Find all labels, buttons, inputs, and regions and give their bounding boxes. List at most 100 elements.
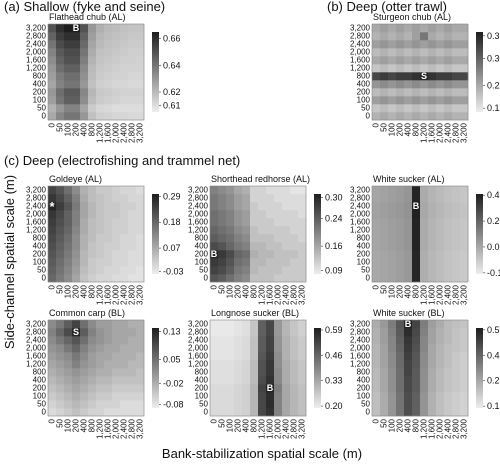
- heatmap-cell: [282, 408, 291, 417]
- heatmap-cell: [88, 32, 97, 41]
- heatmap-cell: [444, 56, 453, 65]
- heatmap-cell: [234, 360, 243, 369]
- heatmap-cell: [96, 72, 105, 81]
- heatmap-cell: [290, 258, 299, 267]
- heatmap-cell: [436, 352, 445, 361]
- heatmap-cell: [48, 320, 57, 329]
- heatmap-cell: [282, 186, 291, 195]
- colorbar: [476, 194, 483, 274]
- heatmap-cell: [120, 250, 129, 259]
- heatmap-cell: [436, 328, 445, 337]
- colorbar: [476, 32, 483, 112]
- heatmap-cell: [396, 376, 405, 385]
- heatmap-cell: [372, 48, 381, 57]
- heatmap-cell: [436, 56, 445, 65]
- heatmap-cell: [452, 376, 461, 385]
- heatmap-cell: [96, 40, 105, 49]
- section-title-c: (c) Deep (electrofishing and trammel net…: [4, 153, 240, 168]
- heatmap-cell: [388, 226, 397, 235]
- heatmap-cell: [234, 210, 243, 219]
- heatmap-cell: [242, 400, 251, 409]
- heatmap-cell: [136, 250, 145, 259]
- heatmap-cell: [210, 250, 219, 259]
- heatmap-cell: [372, 266, 381, 275]
- heatmap-cell: [72, 88, 81, 97]
- heatmap-cell: [234, 258, 243, 267]
- heatmap-cell: [64, 242, 73, 251]
- x-tick-label: 2,400: [444, 122, 453, 143]
- heatmap-cell: [88, 392, 97, 401]
- heatmap-cell: [128, 242, 137, 251]
- y-tick-label: 100: [357, 96, 371, 105]
- colorbar-tick-label: 0.27: [487, 216, 500, 226]
- heatmap-cell: [242, 328, 251, 337]
- x-tick-label: 2,400: [282, 284, 291, 305]
- heatmap-cell: [136, 40, 145, 49]
- heatmap-cell: [242, 258, 251, 267]
- heatmap-cell: [104, 274, 113, 283]
- heatmap-cell: [444, 48, 453, 57]
- heatmap-cell: [404, 80, 413, 89]
- heatmap-cell: [436, 360, 445, 369]
- heatmap-cell: [88, 194, 97, 203]
- heatmap-cell: [218, 234, 227, 243]
- panels-group: Flathead chub (AL)0501002004008001,2001,…: [26, 12, 500, 439]
- heatmap-cell: [64, 368, 73, 377]
- heatmap-cell: [404, 258, 413, 267]
- heatmap-cell: [452, 408, 461, 417]
- heatmap-cell: [404, 104, 413, 113]
- heatmap-cell: [282, 336, 291, 345]
- heatmap-cell: [428, 218, 437, 227]
- heatmap-cell: [210, 408, 219, 417]
- heatmap-cell: [88, 64, 97, 73]
- heatmap-cell: [444, 392, 453, 401]
- heatmap-cell: [242, 250, 251, 259]
- colorbar-tick-label: 0.29: [487, 376, 500, 386]
- y-tick-label: 3,200: [26, 186, 47, 195]
- panel-title: Flathead chub (AL): [49, 12, 126, 22]
- heatmap-cell: [88, 344, 97, 353]
- heatmap-cell: [282, 400, 291, 409]
- heatmap-panel-c6: White sucker (BL)0501002004008001,2001,6…: [350, 308, 500, 439]
- x-tick-label: 2,000: [436, 418, 445, 439]
- heatmap-cell: [242, 202, 251, 211]
- heatmap-cell: [436, 210, 445, 219]
- heatmap-cell: [242, 336, 251, 345]
- heatmap-cell: [412, 40, 421, 49]
- heatmap-cell: [452, 210, 461, 219]
- heatmap-cell: [396, 64, 405, 73]
- x-tick-label: 2,400: [120, 418, 129, 439]
- heatmap-cell: [274, 384, 283, 393]
- heatmap-cell: [266, 234, 275, 243]
- heatmap-cell: [104, 72, 113, 81]
- heatmap-cell: [128, 328, 137, 337]
- colorbar-tick-label: 0.07: [163, 243, 181, 253]
- heatmap-cell: [48, 352, 57, 361]
- heatmap-cell: [56, 392, 65, 401]
- heatmap-cell: [64, 328, 73, 337]
- heatmap-cell: [64, 250, 73, 259]
- heatmap-cell: [428, 266, 437, 275]
- heatmap-cell: [372, 112, 381, 121]
- heatmap-cell: [218, 226, 227, 235]
- heatmap-cell: [274, 234, 283, 243]
- y-tick-label: 200: [33, 384, 47, 393]
- y-tick-label: 0: [366, 274, 371, 283]
- x-tick-label: 800: [250, 284, 259, 298]
- heatmap-cell: [120, 274, 129, 283]
- heatmap-cell: [452, 48, 461, 57]
- heatmap-panel-c5: Longnose sucker (BL)0501002004008001,200…: [188, 308, 343, 439]
- heatmap-cell: [112, 392, 121, 401]
- heatmap-cell: [88, 96, 97, 105]
- heatmap-cell: [80, 32, 89, 41]
- heatmap-cell: [96, 328, 105, 337]
- heatmap-cell: [444, 210, 453, 219]
- heatmap-cell: [80, 104, 89, 113]
- y-tick-label: 50: [199, 400, 208, 409]
- heatmap-cell: [80, 56, 89, 65]
- heatmap-cell: [226, 226, 235, 235]
- heatmap-cell: [266, 368, 275, 377]
- heatmap-cell: [88, 376, 97, 385]
- x-tick-label: 50: [56, 284, 65, 293]
- heatmap-cell: [128, 392, 137, 401]
